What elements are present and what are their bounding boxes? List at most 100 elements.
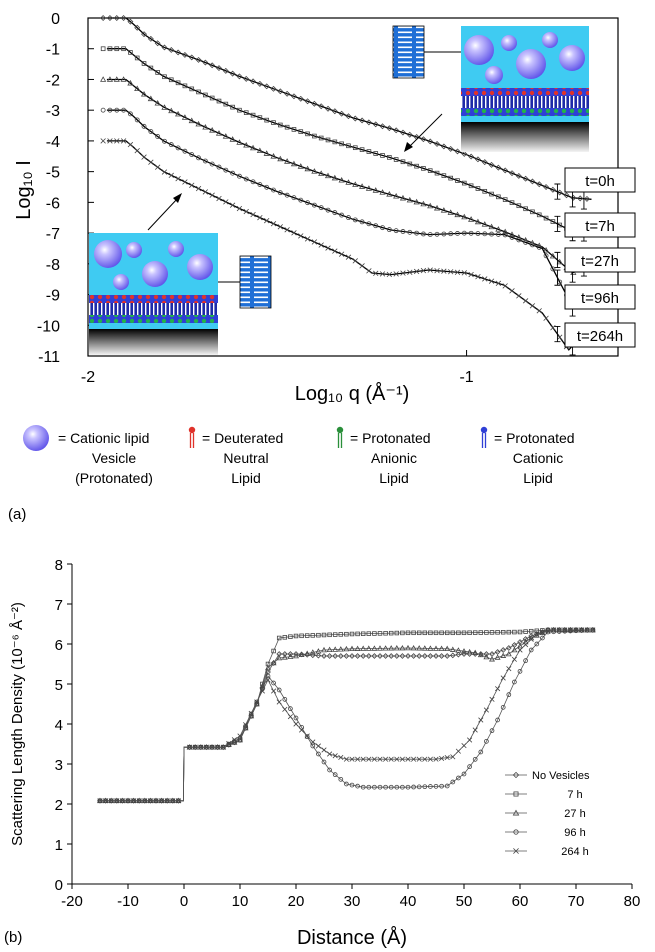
panel-b-x-tick-label: 80: [624, 893, 641, 910]
data-point: [125, 798, 131, 804]
data-point: [175, 110, 182, 117]
data-point: [344, 631, 349, 637]
data-point: [259, 688, 265, 694]
data-point: [263, 150, 270, 156]
panel-a-y-tick-label: -10: [37, 318, 60, 335]
data-point: [517, 629, 523, 635]
data-point: [332, 248, 338, 254]
data-point: [461, 150, 468, 157]
data-point: [141, 61, 147, 66]
data-point: [427, 653, 434, 659]
data-point: [406, 196, 413, 203]
data-point: [343, 756, 349, 762]
data-point: [131, 798, 137, 804]
panel-b-y-tick-label: 6: [55, 637, 63, 654]
data-point: [500, 704, 506, 710]
data-point: [349, 631, 355, 637]
data-point: [282, 696, 288, 702]
data-point: [421, 645, 428, 651]
data-point: [315, 652, 322, 659]
data-point: [270, 221, 277, 227]
legend-text: Vesicle: [92, 450, 137, 466]
data-point: [100, 15, 107, 21]
time-label-box: [564, 247, 636, 273]
data-point: [155, 134, 161, 139]
data-point: [472, 727, 478, 733]
data-point: [311, 239, 318, 245]
time-label-box: [564, 322, 636, 348]
data-point: [440, 143, 447, 150]
data-point: [162, 74, 167, 80]
data-point: [500, 647, 507, 653]
data-point: [216, 65, 222, 72]
data-point: [106, 76, 114, 82]
data-point: [270, 660, 277, 666]
data-point: [189, 152, 195, 157]
series-line: [100, 629, 593, 802]
data-point: [209, 744, 215, 750]
data-point: [216, 195, 222, 202]
data-point: [478, 749, 484, 755]
series-line: [106, 78, 592, 274]
data-point: [346, 215, 351, 221]
data-point: [433, 783, 439, 789]
data-point: [366, 149, 372, 154]
data-point: [161, 169, 168, 175]
data-point: [325, 137, 331, 143]
data-point: [399, 653, 406, 659]
panel-a-series: [100, 15, 592, 356]
data-point: [134, 117, 140, 123]
data-point: [119, 798, 125, 804]
data-point: [195, 56, 202, 63]
data-point: [304, 650, 311, 656]
data-point: [393, 271, 399, 277]
legend-label: No Vesicles: [532, 770, 590, 782]
data-point: [263, 83, 270, 90]
time-label: t=7h: [585, 218, 615, 235]
data-point: [407, 161, 413, 167]
data-point: [455, 178, 460, 183]
data-point: [556, 258, 563, 265]
data-point: [352, 258, 358, 264]
data-point: [371, 645, 378, 651]
data-point: [377, 653, 383, 659]
data-point: [506, 629, 512, 635]
data-point: [271, 120, 276, 125]
data-point: [148, 65, 154, 71]
panel-a-x-axis-label: Log₁₀ q (Å⁻¹): [295, 382, 410, 405]
data-point: [276, 654, 283, 661]
data-point: [455, 231, 460, 236]
data-point: [411, 756, 417, 762]
data-point: [168, 172, 174, 179]
data-point: [338, 754, 344, 761]
data-point: [321, 632, 327, 638]
error-bar: [554, 251, 561, 269]
data-point: [103, 798, 109, 804]
data-point: [484, 630, 489, 635]
data-point: [141, 154, 147, 160]
data-point: [236, 205, 243, 212]
data-point: [281, 651, 288, 657]
data-point: [128, 50, 133, 55]
panel-b-x-tick-label: 60: [512, 893, 529, 910]
data-point: [508, 231, 516, 237]
data-point: [100, 76, 107, 82]
data-point: [512, 629, 517, 635]
data-point: [515, 172, 522, 179]
panel-a-y-tick-label: -11: [38, 349, 60, 366]
data-point: [579, 627, 585, 633]
data-point: [230, 104, 235, 110]
legend-item: 27 h: [505, 808, 586, 820]
data-point: [536, 181, 543, 188]
data-point: [380, 153, 385, 158]
panel-a-y-tick-label: -7: [46, 226, 60, 243]
data-point: [433, 630, 439, 636]
data-point: [511, 646, 518, 653]
data-point: [175, 80, 181, 86]
data-point: [345, 113, 352, 120]
data-point: [373, 270, 379, 277]
data-point: [352, 181, 359, 187]
data-point: [523, 629, 528, 634]
data-point: [231, 737, 237, 743]
data-point: [189, 86, 195, 92]
